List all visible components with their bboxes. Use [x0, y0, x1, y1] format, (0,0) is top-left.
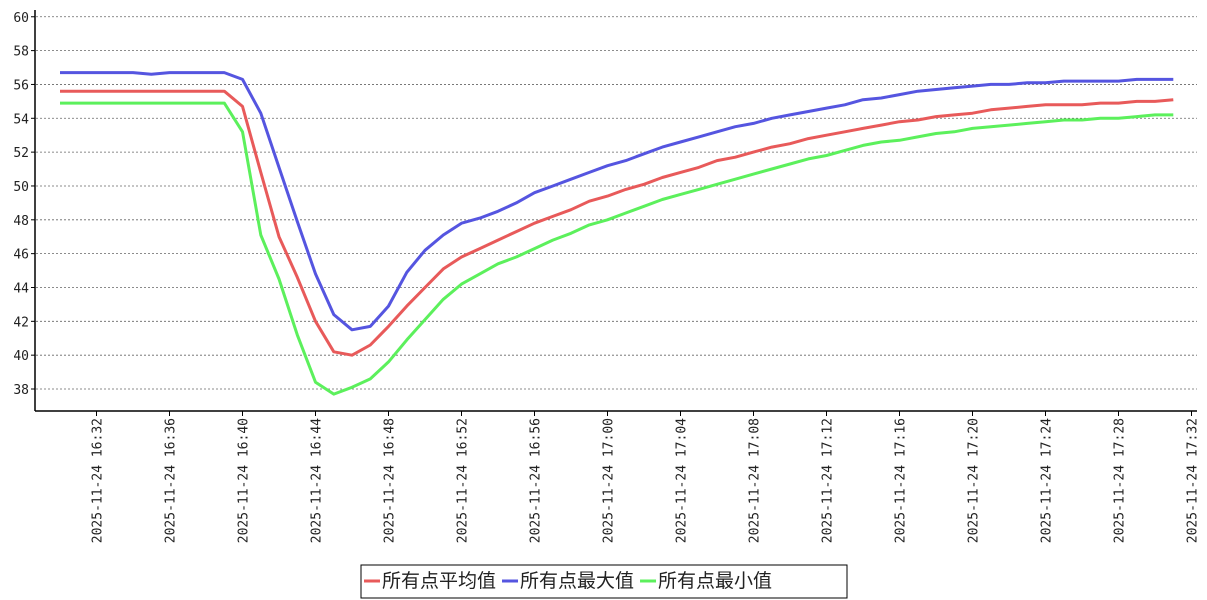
- legend-label: 所有点平均值: [382, 570, 496, 592]
- x-tick-label: 2025-11-24 16:40: [237, 418, 252, 543]
- x-tick-label: 2025-11-24 17:04: [675, 418, 690, 543]
- y-tick-label: 44: [13, 281, 29, 296]
- x-tick-label: 2025-11-24 16:56: [529, 418, 544, 543]
- legend: [360, 564, 848, 599]
- x-tick-label: 2025-11-24 16:48: [383, 418, 398, 543]
- x-tick-label: 2025-11-24 17:00: [602, 418, 617, 543]
- series-line: [60, 101, 1174, 396]
- x-tick-label: 2025-11-24 16:52: [456, 418, 471, 543]
- y-tick-label: 54: [13, 112, 29, 127]
- legend-label: 所有点最大值: [520, 570, 634, 592]
- x-tick-label: 2025-11-24 17:16: [894, 418, 909, 543]
- y-tick-label: 60: [13, 11, 29, 26]
- y-tick-label: 46: [13, 248, 29, 263]
- x-tick-label: 2025-11-24 17:08: [748, 418, 763, 543]
- legend-label: 所有点最小值: [658, 570, 772, 592]
- x-tick-label: 2025-11-24 17:24: [1040, 418, 1055, 543]
- y-tick-label: 42: [13, 315, 29, 330]
- y-tick-label: 38: [13, 383, 29, 398]
- series-line: [60, 89, 1174, 357]
- x-tick-label: 2025-11-24 17:28: [1113, 418, 1128, 543]
- series-line: [60, 71, 1174, 332]
- x-tick-label: 2025-11-24 17:12: [821, 418, 836, 543]
- x-tick-label: 2025-11-24 16:36: [164, 418, 179, 543]
- x-tick-label: 2025-11-24 17:32: [1186, 418, 1201, 543]
- y-tick-label: 48: [13, 214, 29, 229]
- y-tick-label: 50: [13, 180, 29, 195]
- y-tick-label: 52: [13, 146, 29, 161]
- x-tick-label: 2025-11-24 17:20: [967, 418, 982, 543]
- x-tick-label: 2025-11-24 16:32: [91, 418, 106, 543]
- y-tick-label: 40: [13, 349, 29, 364]
- y-tick-label: 58: [13, 45, 29, 60]
- y-tick-label: 56: [13, 78, 29, 93]
- x-tick-label: 2025-11-24 16:44: [310, 418, 325, 543]
